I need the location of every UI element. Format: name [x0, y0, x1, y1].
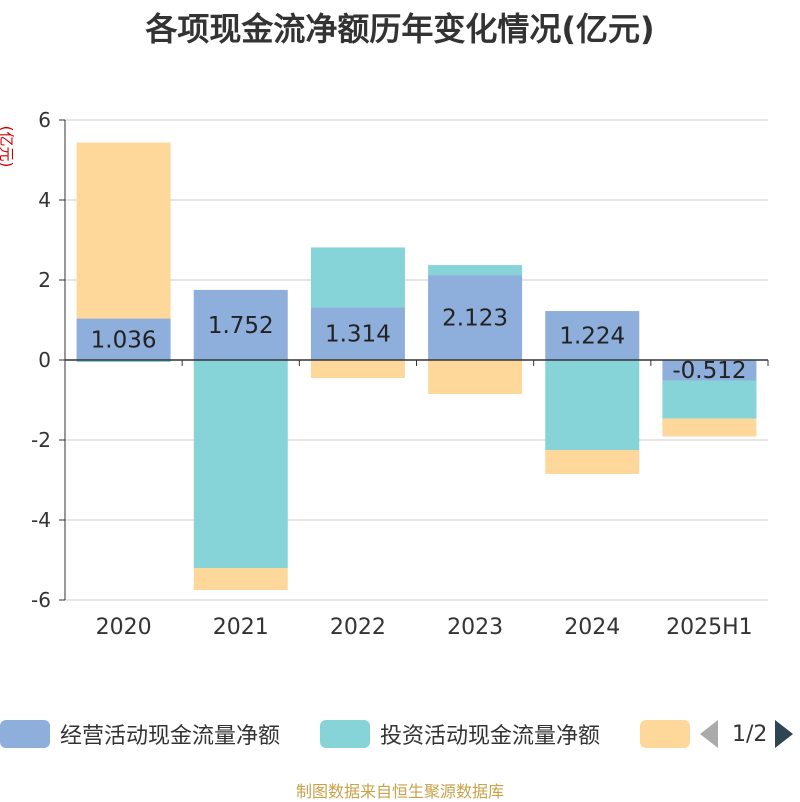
source-note: 制图数据来自恒生聚源数据库: [295, 782, 504, 801]
bar-1-2025H1: [662, 380, 757, 419]
legend-item-investing[interactable]: 投资活动现金流量净额: [320, 716, 600, 752]
legend-item-operating[interactable]: 经营活动现金流量净额: [0, 716, 280, 752]
x-tick-label: 2022: [330, 615, 386, 640]
y-tick-label: -6: [31, 588, 51, 612]
legend-swatch-third: [640, 720, 690, 748]
data-label: 2.123: [442, 306, 508, 332]
y-tick-label: 0: [38, 348, 51, 372]
chart-title: 各项现金流净额历年变化情况(亿元): [145, 10, 655, 48]
pager-text: 1/2: [732, 721, 768, 747]
bar-0-2020: [76, 318, 171, 360]
legend-pager: 1/2: [700, 716, 794, 752]
bar-0-2022: [310, 307, 405, 360]
bar-2-2020: [76, 142, 171, 319]
bar-1-2020: [76, 360, 171, 362]
x-tick-label: 2021: [213, 615, 269, 640]
bar-2-2021: [193, 568, 288, 590]
legend-swatch-operating: [0, 720, 50, 748]
x-tick-label: 2020: [96, 615, 152, 640]
bar-2-2022: [310, 360, 405, 378]
bar-1-2022: [310, 247, 405, 308]
bar-1-2024: [545, 360, 640, 450]
y-tick-label: 6: [38, 108, 51, 132]
x-tick-label: 2024: [564, 615, 620, 640]
y-tick-label: -4: [31, 508, 51, 532]
bar-2-2023: [428, 360, 523, 394]
bar-1-2023: [428, 265, 523, 276]
x-tick-label: 2023: [447, 615, 503, 640]
legend-label-operating: 经营活动现金流量净额: [60, 724, 281, 749]
bar-2-2024: [545, 450, 640, 474]
bar-1-2021: [193, 360, 288, 568]
x-tick-label: 2025H1: [666, 615, 753, 640]
legend-label-investing: 投资活动现金流量净额: [380, 724, 601, 749]
legend-item-third[interactable]: [640, 716, 690, 752]
data-label: 1.224: [559, 324, 625, 350]
legend: 经营活动现金流量净额 投资活动现金流量净额: [0, 716, 800, 752]
bar-0-2023: [428, 275, 523, 360]
y-tick-label: 4: [38, 188, 51, 212]
legend-swatch-investing: [320, 720, 370, 748]
y-tick-label: -2: [31, 428, 51, 452]
pager-prev-icon[interactable]: [700, 720, 718, 748]
bar-0-2024: [545, 311, 640, 360]
bar-chart: 6 4 2 0 -2 -4 -6 2020 2021 2022 2023 2024 2025H1 1.03…: [31, 108, 769, 640]
data-label: 1.314: [325, 322, 391, 348]
data-label: -0.512: [672, 358, 746, 384]
bar-0-2021: [193, 289, 288, 360]
data-label: 1.752: [208, 313, 274, 339]
pager-next-icon[interactable]: [775, 720, 794, 748]
bar-0-2025H1: [662, 360, 757, 381]
bar-2-2025H1: [662, 418, 757, 437]
y-tick-label: 2: [38, 268, 51, 292]
data-label: 1.036: [91, 327, 157, 353]
